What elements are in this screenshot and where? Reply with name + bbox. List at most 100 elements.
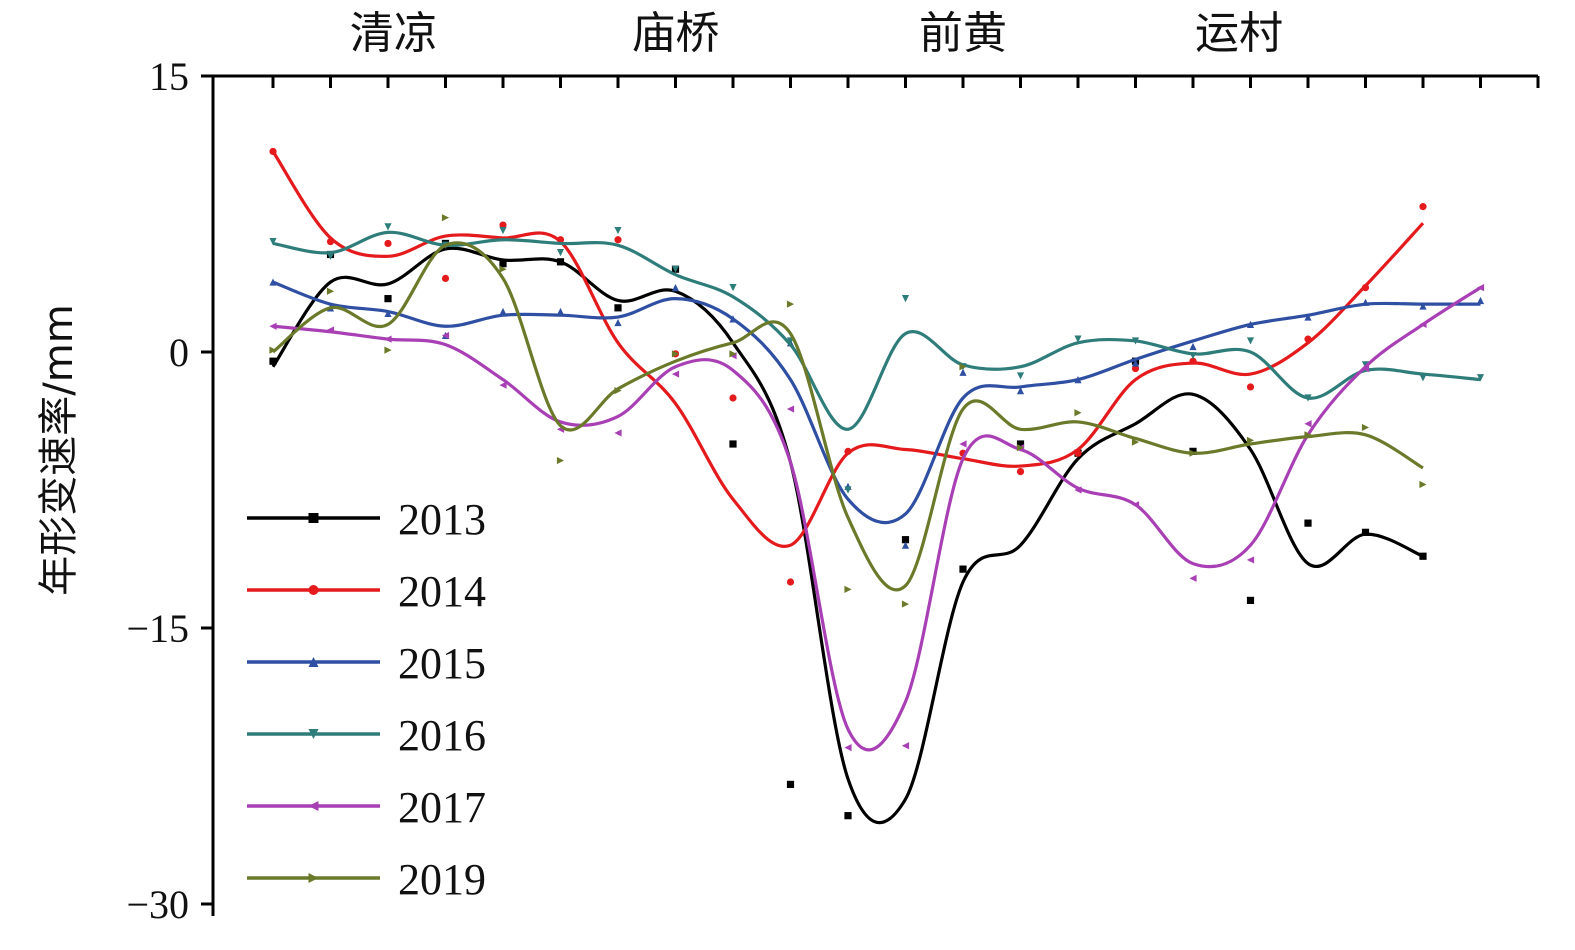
data-point-2017 bbox=[1131, 501, 1140, 509]
data-point-2019 bbox=[1246, 436, 1255, 444]
data-point-2017 bbox=[614, 429, 622, 437]
data-point-2016 bbox=[901, 295, 910, 303]
data-point-2016 bbox=[614, 226, 622, 235]
legend-label: 2015 bbox=[398, 639, 486, 688]
data-point-2014 bbox=[729, 394, 737, 402]
data-point-2016 bbox=[844, 486, 852, 494]
y-tick-label: −15 bbox=[126, 606, 189, 651]
data-point-2019 bbox=[671, 350, 680, 358]
data-point-2019 bbox=[1361, 423, 1370, 432]
data-point-2014 bbox=[556, 236, 565, 244]
data-point-2019 bbox=[441, 214, 450, 222]
data-point-2014 bbox=[1131, 364, 1140, 373]
data-point-2016 bbox=[499, 226, 507, 235]
legend-label: 2016 bbox=[398, 711, 486, 760]
data-point-2013 bbox=[1361, 528, 1370, 536]
data-point-2013 bbox=[1304, 519, 1312, 527]
data-point-2015 bbox=[901, 541, 910, 549]
data-point-2017 bbox=[1246, 556, 1255, 564]
data-point-2015 bbox=[556, 307, 565, 316]
data-point-2017 bbox=[326, 326, 335, 334]
data-point-2016 bbox=[1476, 374, 1485, 382]
legend-marker bbox=[308, 801, 319, 811]
data-point-2015 bbox=[671, 284, 680, 292]
legend-label: 2013 bbox=[398, 495, 486, 544]
data-point-2014 bbox=[614, 236, 622, 244]
data-point-2017 bbox=[1074, 486, 1082, 494]
data-point-2014 bbox=[844, 447, 852, 455]
series-layer bbox=[269, 147, 1485, 825]
data-point-2014 bbox=[1189, 357, 1197, 365]
data-point-2016 bbox=[1189, 352, 1197, 360]
legend-label: 2019 bbox=[398, 855, 486, 904]
data-point-2019 bbox=[384, 346, 392, 354]
series-line-2015 bbox=[272, 280, 1481, 525]
data-point-2015 bbox=[1189, 342, 1197, 351]
data-point-2016 bbox=[556, 249, 565, 257]
data-point-2015 bbox=[269, 278, 277, 286]
data-point-2017 bbox=[786, 405, 795, 413]
data-point-2013 bbox=[901, 536, 910, 544]
data-point-2015 bbox=[1246, 320, 1255, 328]
data-point-2019 bbox=[959, 363, 967, 371]
series-2016 bbox=[269, 223, 1485, 494]
data-point-2016 bbox=[671, 265, 680, 273]
data-point-2013 bbox=[1016, 440, 1025, 448]
data-point-2017 bbox=[384, 335, 392, 343]
data-point-2013 bbox=[384, 295, 392, 303]
data-point-2016 bbox=[384, 223, 392, 231]
data-point-2019 bbox=[614, 387, 622, 395]
data-point-2015 bbox=[384, 309, 392, 317]
series-2017 bbox=[269, 284, 1485, 752]
data-point-2016 bbox=[1074, 335, 1082, 343]
data-point-2014 bbox=[269, 147, 277, 156]
data-point-2016 bbox=[1304, 394, 1312, 402]
series-2014 bbox=[269, 147, 1427, 586]
station-labels: 清凉 庙桥 前黄 运村 bbox=[350, 8, 1283, 59]
legend-marker bbox=[308, 729, 319, 739]
y-tick-label: 15 bbox=[149, 54, 189, 99]
data-point-2014 bbox=[786, 578, 795, 586]
data-point-2013 bbox=[556, 258, 565, 266]
series-line-2017 bbox=[272, 286, 1482, 752]
legend-item-2013: 2013 bbox=[247, 495, 486, 544]
legend-item-2015: 2015 bbox=[247, 639, 486, 688]
data-point-2015 bbox=[959, 368, 967, 376]
data-point-2015 bbox=[729, 315, 737, 323]
data-point-2013 bbox=[499, 260, 507, 268]
data-point-2014 bbox=[1419, 203, 1427, 211]
data-point-2015 bbox=[614, 318, 622, 327]
data-point-2015 bbox=[1476, 296, 1485, 305]
data-point-2015 bbox=[1016, 387, 1025, 395]
data-point-2016 bbox=[326, 252, 335, 260]
y-axis-label: 年形变速率/mm bbox=[36, 304, 82, 595]
series-line-2014 bbox=[271, 150, 1425, 548]
station-label: 庙桥 bbox=[632, 8, 720, 59]
legend-item-2014: 2014 bbox=[247, 567, 486, 616]
series-line-2016 bbox=[272, 230, 1481, 431]
y-tick-label: −30 bbox=[126, 882, 189, 927]
data-point-2013 bbox=[786, 780, 795, 788]
legend-marker bbox=[308, 657, 319, 667]
data-point-2013 bbox=[269, 357, 277, 365]
legend: 2013 2014 2015 2016 2017 2019 bbox=[247, 495, 486, 904]
data-point-2013 bbox=[959, 565, 967, 573]
data-point-2019 bbox=[729, 350, 737, 358]
data-point-2013 bbox=[1419, 552, 1427, 560]
data-point-2019 bbox=[1419, 480, 1427, 489]
station-label: 运村 bbox=[1195, 8, 1283, 59]
legend-item-2019: 2019 bbox=[247, 855, 486, 904]
data-point-2016 bbox=[1419, 374, 1427, 382]
axes: 15 0 −15 −30 bbox=[126, 54, 1540, 927]
data-point-2015 bbox=[1131, 359, 1140, 367]
data-point-2016 bbox=[1131, 337, 1140, 345]
data-point-2016 bbox=[1016, 372, 1025, 380]
station-label: 清凉 bbox=[350, 8, 438, 59]
legend-label: 2017 bbox=[398, 783, 486, 832]
data-point-2017 bbox=[269, 322, 277, 330]
data-point-2014 bbox=[326, 238, 335, 246]
data-point-2019 bbox=[786, 300, 795, 308]
legend-marker bbox=[308, 873, 319, 883]
data-point-2017 bbox=[1361, 364, 1370, 373]
